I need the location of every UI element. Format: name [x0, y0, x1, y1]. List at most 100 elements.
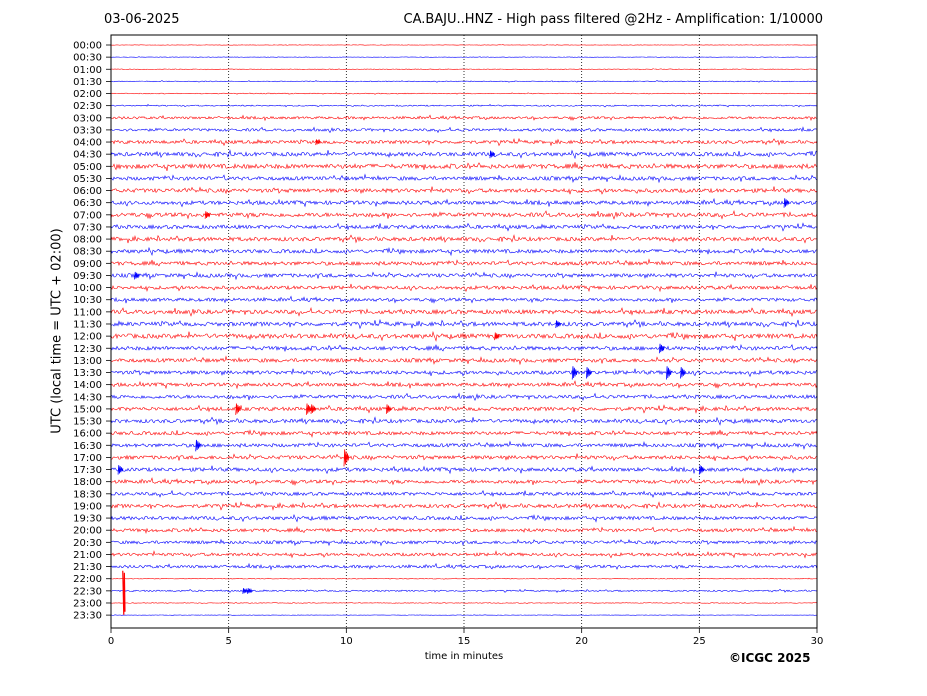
- trace-row-25: [110, 343, 818, 352]
- x-tick-label-20: 20: [575, 636, 588, 647]
- event-mark-16: [195, 439, 202, 452]
- row-label-44: 22:00: [73, 574, 102, 585]
- row-label-33: 16:30: [73, 441, 102, 452]
- trace-row-36: [110, 477, 818, 486]
- row-label-42: 21:00: [73, 550, 102, 561]
- trace-row-26: [110, 355, 818, 366]
- trace-row-14: [110, 209, 818, 220]
- event-mark-3: [204, 211, 211, 219]
- trace-row-10: [110, 162, 818, 172]
- event-mark-13: [305, 403, 312, 415]
- x-tick-label-10: 10: [340, 636, 353, 647]
- x-tick-label-30: 30: [811, 636, 824, 647]
- trace-row-42: [110, 550, 818, 559]
- row-label-17: 08:30: [73, 247, 102, 258]
- event-mark-10: [665, 366, 672, 380]
- trace-row-16: [110, 234, 818, 244]
- row-label-2: 01:00: [73, 65, 102, 76]
- row-label-37: 18:30: [73, 489, 102, 500]
- row-label-34: 17:00: [73, 453, 102, 464]
- event-mark-2: [783, 198, 790, 208]
- row-label-26: 13:00: [73, 356, 102, 367]
- trace-row-8: [110, 137, 818, 147]
- row-label-1: 00:30: [73, 53, 102, 64]
- trace-row-47: [110, 614, 817, 616]
- trace-row-18: [110, 258, 818, 267]
- trace-row-31: [110, 416, 818, 426]
- row-label-25: 12:30: [73, 344, 102, 355]
- row-label-20: 10:00: [73, 283, 102, 294]
- trace-row-5: [110, 103, 818, 108]
- row-label-22: 11:00: [73, 307, 102, 318]
- trace-row-19: [110, 271, 818, 281]
- row-label-7: 03:30: [73, 125, 102, 136]
- row-label-24: 12:00: [73, 332, 102, 343]
- event-mark-9: [585, 367, 592, 379]
- trace-row-40: [110, 525, 818, 535]
- trace-row-17: [110, 246, 818, 257]
- x-axis-label: time in minutes: [424, 651, 504, 662]
- trace-row-2: [110, 68, 818, 71]
- x-tick-label-15: 15: [458, 636, 471, 647]
- trace-row-45: [110, 588, 818, 593]
- event-mark-18: [117, 465, 124, 475]
- header-title: CA.BAJU..HNZ - High pass filtered @2Hz -…: [403, 12, 824, 27]
- trace-row-46: [110, 601, 818, 604]
- event-mark-17: [343, 449, 350, 467]
- trace-row-29: [110, 392, 818, 401]
- large-event-mark: [122, 570, 126, 615]
- trace-row-35: [110, 465, 818, 475]
- event-mark-7: [658, 343, 665, 354]
- row-label-8: 04:00: [73, 138, 102, 149]
- row-label-39: 19:30: [73, 514, 102, 525]
- event-mark-11: [680, 367, 686, 379]
- trace-row-34: [110, 453, 818, 462]
- row-label-40: 20:00: [73, 526, 102, 537]
- row-label-27: 13:30: [73, 368, 102, 379]
- row-label-43: 21:30: [73, 562, 102, 573]
- event-mark-20: [242, 587, 249, 594]
- trace-row-4: [110, 92, 818, 95]
- trace-row-32: [110, 429, 818, 438]
- row-label-5: 02:30: [73, 101, 102, 112]
- trace-row-22: [110, 306, 818, 317]
- trace-row-38: [110, 501, 818, 511]
- row-label-0: 00:00: [73, 41, 102, 52]
- row-label-3: 01:30: [73, 77, 102, 88]
- row-label-12: 06:00: [73, 186, 102, 197]
- x-tick-label-5: 5: [225, 636, 231, 647]
- row-label-21: 10:30: [73, 295, 102, 306]
- event-mark-21: [247, 587, 253, 594]
- trace-row-12: [110, 186, 818, 195]
- trace-row-24: [110, 330, 818, 342]
- row-label-13: 06:30: [73, 198, 102, 209]
- row-label-6: 03:00: [73, 113, 102, 124]
- row-label-10: 05:00: [73, 162, 102, 173]
- row-label-36: 18:00: [73, 477, 102, 488]
- row-label-31: 15:30: [73, 417, 102, 428]
- row-label-32: 16:00: [73, 429, 102, 440]
- trace-row-6: [110, 114, 818, 122]
- row-label-38: 19:00: [73, 501, 102, 512]
- trace-row-11: [110, 173, 818, 184]
- event-mark-1: [489, 150, 496, 159]
- trace-row-9: [110, 149, 818, 160]
- event-mark-0: [315, 139, 322, 146]
- trace-row-28: [110, 380, 818, 390]
- trace-row-7: [110, 126, 818, 134]
- row-label-29: 14:30: [73, 392, 102, 403]
- trace-row-20: [110, 283, 818, 293]
- trace-row-13: [110, 197, 818, 208]
- trace-row-0: [110, 44, 818, 46]
- copyright-notice: ©ICGC 2025: [729, 651, 811, 665]
- event-mark-8: [571, 366, 578, 380]
- trace-row-30: [110, 404, 818, 414]
- event-mark-5: [555, 320, 562, 329]
- x-tick-label-0: 0: [108, 636, 114, 647]
- trace-row-33: [110, 440, 818, 450]
- trace-row-44: [110, 577, 818, 580]
- trace-row-21: [110, 295, 818, 304]
- row-label-4: 02:00: [73, 89, 102, 100]
- trace-row-1: [110, 56, 818, 58]
- event-mark-14: [310, 404, 317, 414]
